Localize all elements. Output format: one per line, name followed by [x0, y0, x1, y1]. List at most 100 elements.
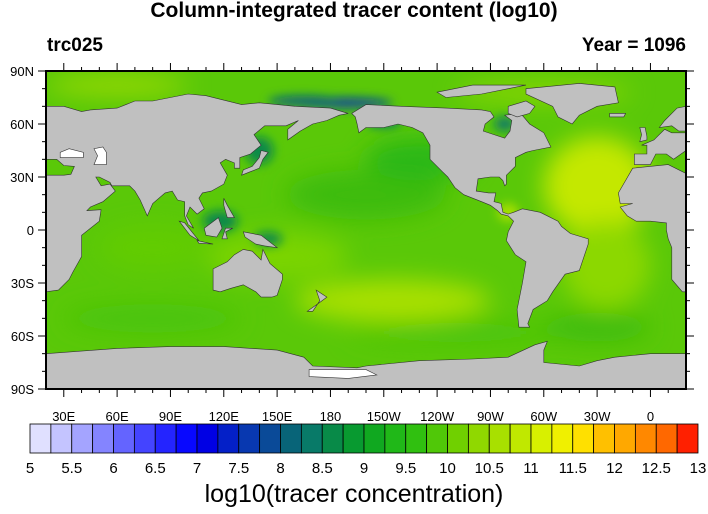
colorbar-swatch — [300, 423, 323, 454]
colorbar-swatch — [426, 423, 448, 454]
field-region — [268, 95, 340, 107]
colorbar-swatch — [280, 423, 302, 454]
field-region — [285, 169, 447, 220]
colorbar-swatch — [342, 423, 365, 454]
europe-land — [634, 128, 686, 165]
iceland-land — [609, 113, 627, 118]
colorbar-swatch — [634, 423, 657, 454]
colorbar-swatch — [71, 423, 94, 454]
longitude-labels: 30E 60E 90E 120E 150E 180 150W 120W 90W 60W 30W 0 — [52, 409, 654, 424]
sulawesi-land — [221, 227, 233, 240]
lon-label: 90W — [477, 409, 504, 424]
lon-label: 90E — [159, 409, 182, 424]
lat-label: 60S — [11, 329, 34, 344]
colorbar-swatch — [92, 423, 114, 454]
colorbar-swatch — [488, 423, 511, 454]
colorbar-swatch — [467, 423, 490, 454]
field-region — [99, 226, 207, 269]
colorbar-swatch — [50, 423, 73, 454]
field-region — [46, 76, 189, 94]
japan-land — [241, 150, 269, 176]
colorbar-label: 7.5 — [228, 460, 249, 477]
field-region — [493, 116, 516, 132]
colorbar-swatch — [384, 423, 407, 454]
greenland-land — [525, 83, 619, 125]
map-area — [46, 71, 686, 389]
lat-label: 30S — [11, 276, 34, 291]
field-region — [63, 304, 242, 333]
eurasia-africa-land — [46, 93, 349, 293]
colorbar-swatch — [614, 423, 636, 454]
lon-label: 30E — [52, 409, 75, 424]
colorbar-swatch — [113, 423, 135, 454]
colorbar-swatch — [655, 423, 678, 454]
year-label: Year = 1096 — [581, 35, 686, 56]
colorbar-label: 8 — [276, 460, 284, 477]
colorbar-swatch — [217, 423, 240, 454]
colorbar — [29, 423, 699, 454]
colorbar-label: 12 — [606, 460, 623, 477]
philippines-land — [223, 198, 235, 218]
colorbar-swatch — [363, 423, 386, 454]
colorbar-swatch — [154, 423, 177, 454]
axis-ticks — [38, 63, 694, 397]
colorbar-label: 13 — [690, 460, 707, 477]
colorbar-swatch — [447, 423, 469, 454]
antarctica-land — [46, 340, 686, 389]
colorbar-swatch — [593, 423, 615, 454]
lon-label: 60E — [106, 409, 129, 424]
black-sea — [59, 148, 84, 158]
land-masses — [46, 83, 686, 389]
colorbar-swatch — [530, 423, 553, 454]
new-zealand-land — [306, 289, 328, 312]
lat-label: 60N — [10, 117, 34, 132]
scandinavia-land — [658, 105, 686, 132]
lat-label: 90N — [10, 64, 34, 79]
lon-label: 180 — [320, 409, 342, 424]
colorbar-swatch — [676, 423, 699, 454]
lat-label: 90S — [11, 382, 34, 397]
baffin-island-land — [507, 100, 536, 118]
lat-label: 30N — [10, 170, 34, 185]
lon-label: 150W — [367, 409, 402, 424]
colorbar-swatch — [238, 423, 261, 454]
sumatra-land — [178, 220, 200, 241]
colorbar-swatch — [29, 423, 52, 454]
colorbar-swatch — [321, 423, 344, 454]
colorbar-label: 12.5 — [642, 460, 671, 477]
colorbar-swatch — [405, 423, 428, 454]
plot-title: Column-integrated tracer content (log10) — [150, 0, 558, 22]
field-region — [348, 321, 562, 344]
africa-west-land — [618, 164, 686, 293]
colorbar-label: 9.5 — [395, 460, 416, 477]
colorbar-label: 11.5 — [559, 460, 587, 477]
colorbar-labels: 5 5.5 6 6.5 7 7.5 8 8.5 9 9.5 10 10.5 11 11.5 12 12.5 13 — [26, 460, 707, 477]
latitude-labels: 90N 60N 30N 0 30S 60S 90S — [10, 64, 34, 397]
field-region — [294, 279, 491, 322]
java-land — [196, 240, 214, 245]
colorbar-label: 10 — [439, 460, 456, 477]
colorbar-swatch — [196, 423, 219, 454]
colorbar-title: log10(tracer concentration) — [204, 480, 504, 508]
colorbar-swatch — [551, 423, 574, 454]
lon-label: 60W — [530, 409, 557, 424]
new-guinea-land — [242, 231, 279, 249]
australia-land — [212, 248, 283, 298]
caspian-sea — [93, 146, 107, 165]
colorbar-swatch — [175, 423, 198, 454]
lon-label: 150E — [262, 409, 293, 424]
colorbar-label: 6.5 — [145, 460, 166, 477]
lat-label: 0 — [27, 223, 34, 238]
colorbar-label: 7 — [193, 460, 201, 477]
colorbar-swatch — [509, 423, 532, 454]
colorbar-label: 5.5 — [61, 460, 82, 477]
colorbar-swatch — [133, 423, 156, 454]
colorbar-label: 11 — [523, 460, 539, 477]
lon-label: 30W — [584, 409, 611, 424]
colorbar-swatch — [259, 423, 281, 454]
borneo-land — [203, 217, 223, 238]
colorbar-label: 5 — [26, 460, 34, 477]
field-region — [543, 313, 651, 342]
colorbar-label: 8.5 — [312, 460, 333, 477]
